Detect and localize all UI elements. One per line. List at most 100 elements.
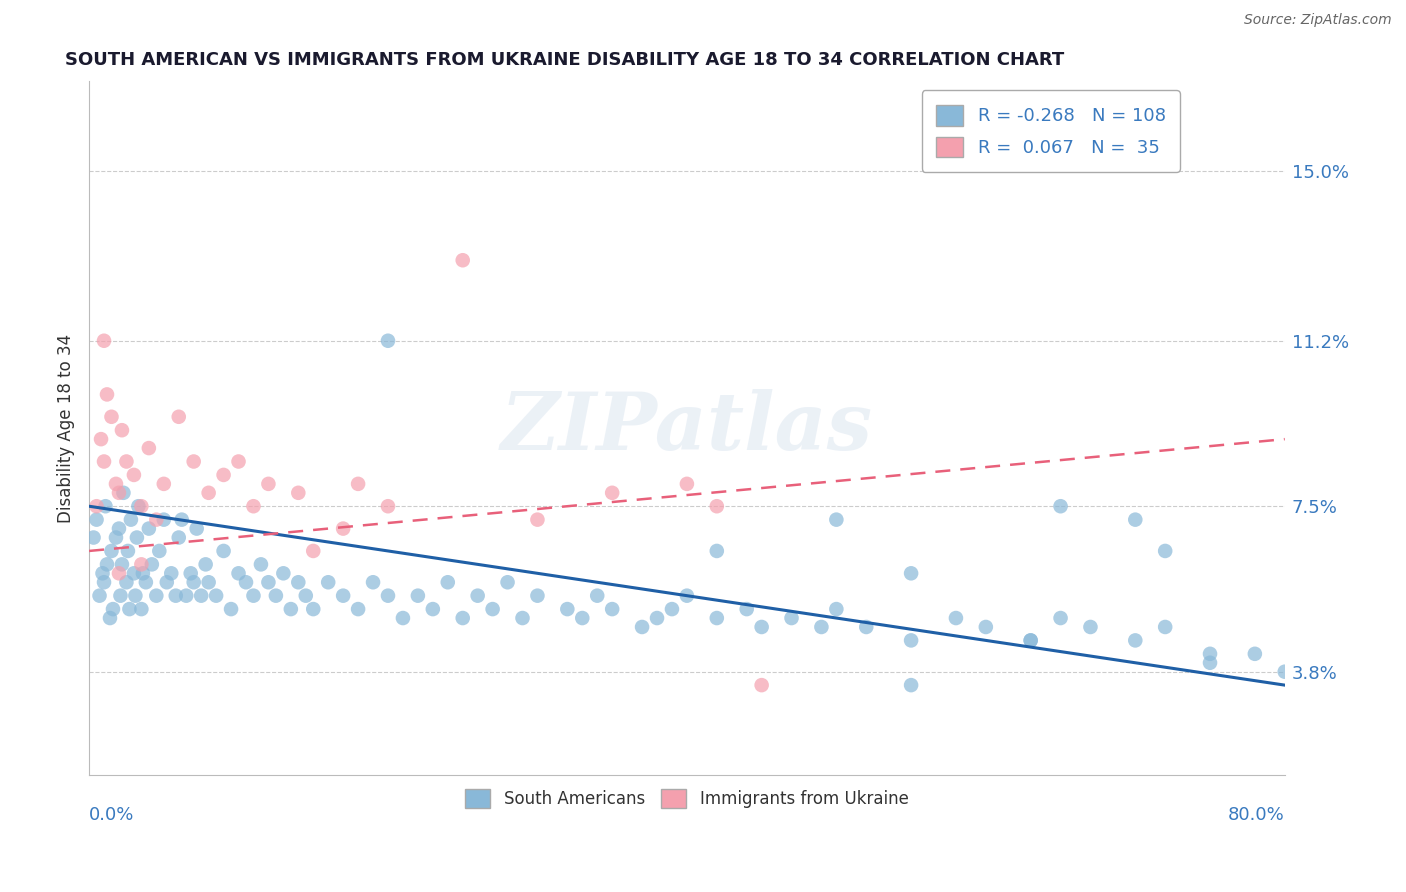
Point <box>96 558 118 572</box>
Point <box>571 611 593 625</box>
Point <box>180 566 202 581</box>
Point <box>377 500 399 514</box>
Point <box>131 558 153 572</box>
Point <box>526 513 548 527</box>
Point <box>112 485 135 500</box>
Point <box>145 513 167 527</box>
Point <box>900 633 922 648</box>
Point <box>108 522 131 536</box>
Point <box>825 513 848 527</box>
Point <box>219 602 242 616</box>
Point <box>1019 633 1042 648</box>
Point <box>132 566 155 581</box>
Point <box>1049 500 1071 514</box>
Point <box>235 575 257 590</box>
Point <box>94 500 117 514</box>
Point <box>104 531 127 545</box>
Point <box>287 485 309 500</box>
Point <box>93 575 115 590</box>
Point <box>287 575 309 590</box>
Point <box>810 620 832 634</box>
Point <box>302 602 325 616</box>
Point <box>93 454 115 468</box>
Point <box>586 589 609 603</box>
Point <box>422 602 444 616</box>
Point <box>1019 633 1042 648</box>
Point <box>264 589 287 603</box>
Point <box>242 500 264 514</box>
Point <box>332 589 354 603</box>
Point <box>108 485 131 500</box>
Point <box>165 589 187 603</box>
Point <box>86 513 108 527</box>
Point <box>167 409 190 424</box>
Point <box>676 476 699 491</box>
Point <box>361 575 384 590</box>
Point <box>115 575 138 590</box>
Point <box>104 476 127 491</box>
Point <box>212 467 235 482</box>
Text: 80.0%: 80.0% <box>1227 805 1285 824</box>
Point <box>900 566 922 581</box>
Point <box>1049 611 1071 625</box>
Legend: South Americans, Immigrants from Ukraine: South Americans, Immigrants from Ukraine <box>458 783 915 814</box>
Point <box>1199 647 1222 661</box>
Point <box>377 334 399 348</box>
Point <box>152 513 174 527</box>
Point <box>83 531 105 545</box>
Point <box>250 558 273 572</box>
Point <box>183 575 205 590</box>
Point <box>294 589 316 603</box>
Point <box>183 454 205 468</box>
Point <box>160 566 183 581</box>
Point <box>190 589 212 603</box>
Point <box>347 476 370 491</box>
Point <box>125 531 148 545</box>
Point <box>131 500 153 514</box>
Point <box>1154 544 1177 558</box>
Point <box>124 589 146 603</box>
Point <box>645 611 668 625</box>
Point <box>138 441 160 455</box>
Point <box>557 602 579 616</box>
Point <box>148 544 170 558</box>
Point <box>117 544 139 558</box>
Point <box>205 589 228 603</box>
Point <box>122 566 145 581</box>
Point <box>91 566 114 581</box>
Point <box>122 467 145 482</box>
Point <box>706 611 728 625</box>
Point <box>96 387 118 401</box>
Point <box>406 589 429 603</box>
Point <box>138 522 160 536</box>
Point <box>135 575 157 590</box>
Point <box>481 602 503 616</box>
Point <box>101 602 124 616</box>
Point <box>273 566 295 581</box>
Point <box>302 544 325 558</box>
Point <box>174 589 197 603</box>
Point <box>512 611 534 625</box>
Point <box>751 620 773 634</box>
Point <box>1244 647 1267 661</box>
Point <box>377 589 399 603</box>
Point <box>111 423 134 437</box>
Point <box>100 544 122 558</box>
Point <box>257 575 280 590</box>
Point <box>1123 633 1146 648</box>
Point <box>316 575 339 590</box>
Point <box>197 485 219 500</box>
Point <box>526 589 548 603</box>
Point <box>100 409 122 424</box>
Point <box>86 500 108 514</box>
Point <box>120 513 142 527</box>
Point <box>228 566 250 581</box>
Point <box>1274 665 1296 679</box>
Point <box>98 611 121 625</box>
Point <box>600 602 623 616</box>
Point <box>141 558 163 572</box>
Point <box>170 513 193 527</box>
Point <box>108 566 131 581</box>
Point <box>1199 656 1222 670</box>
Point <box>89 589 111 603</box>
